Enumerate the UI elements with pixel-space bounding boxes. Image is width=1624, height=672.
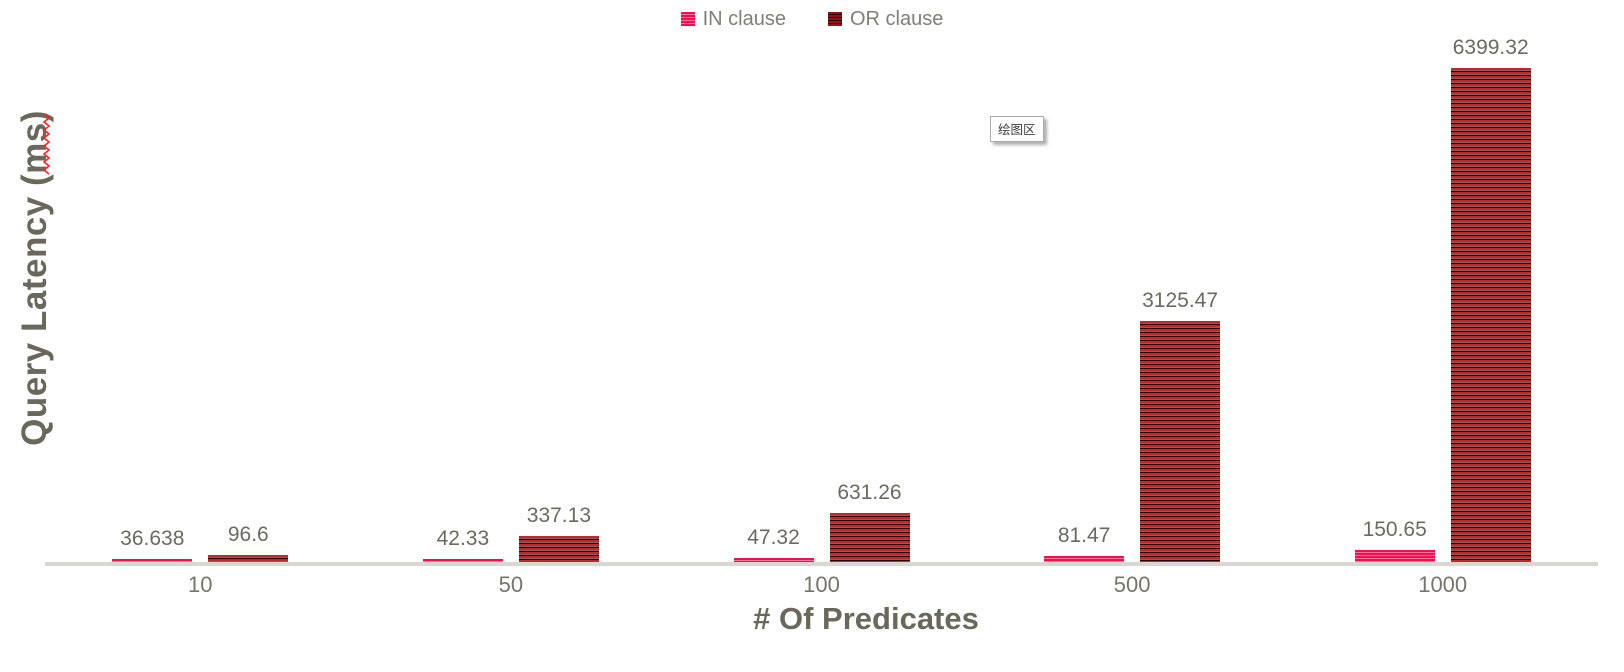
chart-legend: IN clause OR clause	[0, 8, 1624, 30]
plot-area-tooltip: 绘图区	[990, 116, 1044, 142]
bar-or-clause-10[interactable]	[208, 555, 289, 562]
bar-in-clause-100[interactable]	[733, 558, 814, 562]
x-axis-line	[45, 562, 1598, 566]
data-label-or-clause-1000: 6399.32	[1452, 36, 1529, 59]
data-label-in-clause-500: 81.47	[1057, 524, 1111, 547]
data-label-or-clause-500: 3125.47	[1142, 289, 1219, 312]
bar-in-clause-1000[interactable]	[1354, 550, 1435, 562]
legend-item-in-clause[interactable]: IN clause	[680, 8, 786, 30]
legend-item-or-clause[interactable]: OR clause	[828, 8, 943, 30]
x-tick-label-500: 500	[1113, 572, 1151, 597]
data-label-in-clause-100: 47.32	[747, 526, 800, 549]
spellcheck-squiggle-icon	[43, 114, 51, 175]
y-axis-title: Query Latency (ms)	[15, 110, 54, 446]
bar-or-clause-100[interactable]	[829, 513, 910, 562]
bar-or-clause-1000[interactable]	[1450, 68, 1531, 562]
in-clause-swatch-icon	[680, 12, 695, 26]
bar-in-clause-500[interactable]	[1044, 556, 1125, 562]
data-label-in-clause-50: 42.33	[436, 527, 490, 550]
legend-label: OR clause	[850, 8, 944, 30]
bar-or-clause-50[interactable]	[518, 536, 599, 562]
data-label-or-clause-100: 631.26	[837, 481, 902, 504]
bar-in-clause-50[interactable]	[422, 559, 503, 562]
x-tick-label-50: 50	[498, 572, 524, 597]
x-tick-label-100: 100	[803, 572, 840, 597]
x-axis-title: # Of Predicates	[753, 601, 979, 636]
x-tick-label-10: 10	[188, 572, 213, 597]
data-label-or-clause-10: 96.6	[227, 523, 269, 546]
or-clause-swatch-icon	[828, 12, 842, 26]
bar-or-clause-500[interactable]	[1140, 321, 1221, 562]
bar-in-clause-10[interactable]	[112, 559, 193, 562]
data-label-in-clause-1000: 150.65	[1362, 518, 1427, 541]
data-label-or-clause-50: 337.13	[526, 504, 591, 527]
legend-label: IN clause	[702, 8, 786, 30]
data-label-in-clause-10: 36.638	[120, 527, 185, 550]
x-tick-label-1000: 1000	[1418, 572, 1468, 597]
